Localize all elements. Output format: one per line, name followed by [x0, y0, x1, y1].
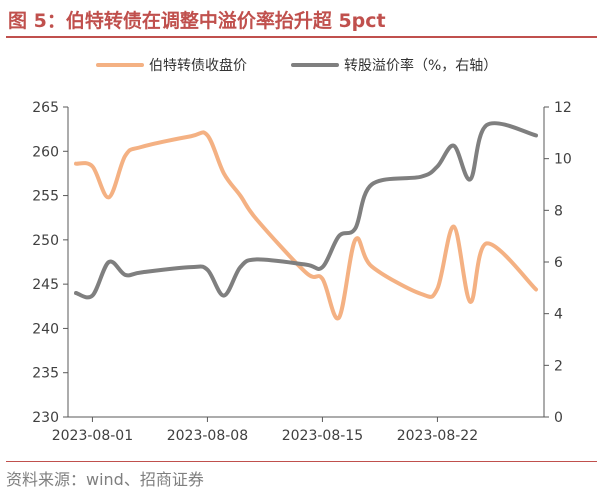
x-tick-label: 2023-08-15 — [282, 428, 363, 444]
figure-title: 图 5：伯特转债在调整中溢价率抬升超 5pct — [8, 10, 386, 32]
y-left-tick-label: 235 — [32, 366, 59, 382]
y-left-tick-label: 265 — [32, 100, 59, 116]
y-right-tick-label: 6 — [554, 255, 563, 271]
axes: 230 235 240 245 250 255 260 265 0 2 4 6 8 10 12 2023-08… — [32, 100, 572, 444]
x-tick-label: 2023-08-22 — [397, 428, 478, 444]
x-tick-label: 2023-08-08 — [167, 428, 248, 444]
y-right-tick-label: 4 — [554, 307, 563, 323]
y-right-tick-label: 12 — [554, 100, 572, 116]
y-right-tick-label: 10 — [554, 152, 572, 168]
y-right-tick-label: 2 — [554, 358, 563, 374]
y-left-tick-label: 260 — [32, 144, 59, 160]
y-left-tick-label: 250 — [32, 233, 59, 249]
legend: 伯特转债收盘价 转股溢价率（%，右轴） — [96, 57, 497, 74]
premium-series-line — [74, 121, 538, 300]
source-note: 资料来源：wind、招商证券 — [6, 470, 204, 489]
y-left-tick-label: 255 — [32, 189, 59, 205]
y-left-tick-label: 245 — [32, 277, 59, 293]
y-left-tick-label: 240 — [32, 321, 59, 337]
title-divider — [6, 36, 597, 38]
source-divider — [6, 461, 597, 462]
y-right-tick-label: 8 — [554, 203, 563, 219]
price-series-line — [74, 130, 538, 321]
x-tick-label: 2023-08-01 — [52, 428, 133, 444]
series-layer — [74, 121, 538, 321]
legend-label-premium: 转股溢价率（%，右轴） — [344, 57, 497, 74]
line-chart: 伯特转债收盘价 转股溢价率（%，右轴） 23023524024525025526… — [32, 57, 572, 444]
legend-label-price: 伯特转债收盘价 — [149, 57, 247, 74]
y-left-tick-label: 230 — [32, 410, 59, 426]
y-right-tick-label: 0 — [554, 410, 563, 426]
